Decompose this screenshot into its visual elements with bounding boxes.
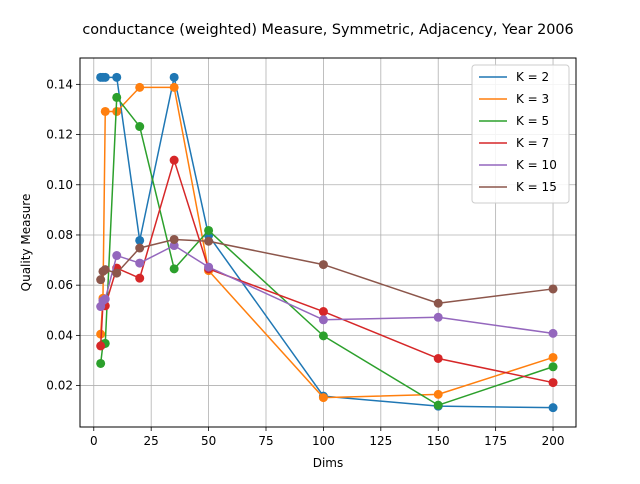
data-point — [100, 265, 110, 275]
series-line — [99, 86, 554, 399]
data-point — [204, 236, 214, 246]
data-point — [548, 378, 558, 388]
data-point — [100, 106, 110, 116]
y-tick-label: 0.10 — [46, 178, 73, 192]
series-5 — [96, 241, 558, 338]
legend-label: K = 3 — [516, 92, 549, 106]
data-point — [318, 331, 328, 341]
data-point — [318, 260, 328, 270]
legend-label: K = 15 — [516, 180, 557, 194]
data-point — [135, 235, 145, 245]
plot-frame — [79, 57, 577, 428]
data-point — [204, 262, 214, 272]
data-point — [433, 312, 443, 322]
data-point — [433, 400, 443, 410]
x-tick-label: 25 — [144, 434, 159, 448]
data-point — [112, 268, 122, 278]
data-point — [96, 341, 106, 351]
legend-label: K = 7 — [516, 136, 549, 150]
data-point — [112, 251, 122, 261]
x-tick-label: 200 — [542, 434, 565, 448]
x-axis-label: Dims — [313, 456, 344, 470]
data-point — [100, 294, 110, 304]
data-point — [135, 273, 145, 283]
y-axis-label: Quality Measure — [19, 194, 33, 292]
y-tick-label: 0.12 — [46, 128, 73, 142]
y-tick-label: 0.04 — [46, 328, 73, 342]
x-tick-label: 150 — [427, 434, 450, 448]
y-tick-label: 0.14 — [46, 77, 73, 91]
tick-layer: 0 25 50 75 100 125 150 175 200 0.02 0.04 0.06 0.08 0.… — [46, 77, 564, 448]
data-point — [433, 353, 443, 363]
legend: K = 2 K = 3 K = 5 K = 7 K = 10 K = 15 — [471, 64, 570, 204]
data-point — [433, 389, 443, 399]
x-tick-label: 125 — [369, 434, 392, 448]
data-point — [548, 362, 558, 372]
legend-label: K = 2 — [516, 70, 549, 84]
data-point — [433, 298, 443, 308]
series-layer — [96, 72, 558, 413]
data-point — [135, 243, 145, 253]
data-point — [100, 72, 110, 82]
data-point — [318, 307, 328, 317]
data-point — [169, 155, 179, 165]
x-tick-label: 0 — [90, 434, 98, 448]
data-point — [169, 72, 179, 82]
data-point — [204, 225, 214, 235]
data-point — [169, 234, 179, 244]
data-point — [135, 122, 145, 132]
chart-title: conductance (weighted) Measure, Symmetri… — [82, 22, 573, 38]
y-tick-label: 0.06 — [46, 278, 73, 292]
x-tick-label: 100 — [312, 434, 335, 448]
legend-label: K = 10 — [516, 158, 557, 172]
series-6 — [96, 234, 558, 308]
data-point — [318, 315, 328, 325]
data-point — [548, 328, 558, 338]
data-point — [96, 358, 106, 368]
data-point — [318, 393, 328, 403]
legend-label: K = 5 — [516, 114, 549, 128]
data-point — [169, 264, 179, 274]
data-point — [169, 82, 179, 92]
data-point — [112, 92, 122, 102]
data-point — [135, 82, 145, 92]
data-point — [548, 284, 558, 294]
data-point — [548, 403, 558, 413]
x-tick-label: 50 — [201, 434, 216, 448]
x-tick-label: 75 — [258, 434, 273, 448]
data-point — [96, 275, 106, 285]
x-tick-label: 175 — [484, 434, 507, 448]
data-point — [135, 258, 145, 268]
y-tick-label: 0.02 — [46, 379, 73, 393]
y-tick-label: 0.08 — [46, 228, 73, 242]
data-point — [548, 352, 558, 362]
data-point — [112, 72, 122, 82]
